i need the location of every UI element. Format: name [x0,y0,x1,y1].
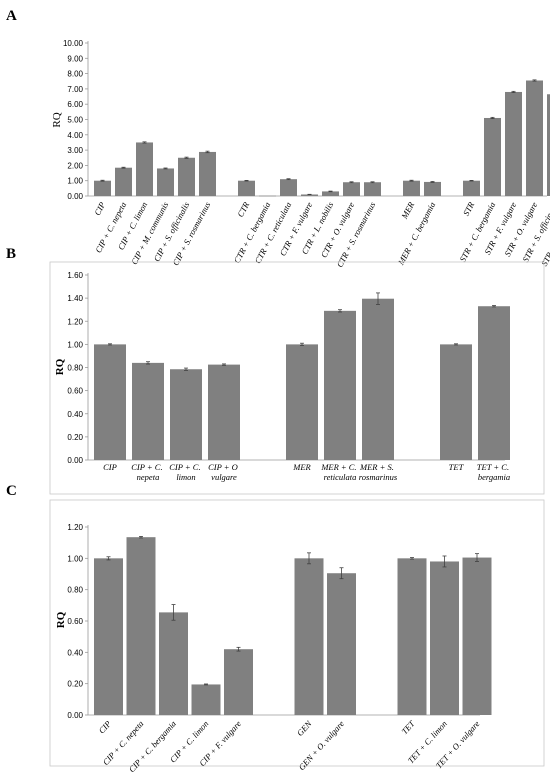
panel-c-frame [49,499,545,767]
panel-c-ytick-label: 0.60 [67,617,83,626]
panel-b-category-label: CIP + O vulgare [208,462,240,482]
panel-a-bar-mer [403,180,420,196]
panel-a-bar-str-c-bergamia [484,117,501,196]
panel-a-bar-ctr [238,180,255,196]
panel-a-ytick-label: 5.00 [67,116,83,125]
panel-a-bar-str [463,180,480,196]
panel-b-ytick-label: 0.20 [67,433,83,442]
panel-b: B RQ 0.00 0.20 0.40 0.60 0.80 1.00 1.20 1.40 1.6… [6,246,545,495]
panel-b-category-label: TET + C. bergamia [477,462,511,482]
panel-b-bar-mer-c-reticulata [324,310,356,460]
panel-c-bar-tet [397,558,427,715]
panel-a-bar-str-f-vulgare [505,91,522,196]
panel-b-ytick-label: 1.20 [67,317,83,326]
panel-a-ytick-label: 4.00 [67,131,83,140]
panel-b-category-label: MER + S. rosmarinus [359,462,398,482]
panel-c-label: C [6,483,17,499]
panel-c-bar-cip-c-nepeta [126,537,156,715]
panel-a-bar-cip-c-limon [136,142,153,196]
panel-b-ytick-label: 0.60 [67,387,83,396]
panel-c-ytick-label: 1.00 [67,554,83,563]
panel-a-ytick-label: 2.00 [67,161,83,170]
panel-b-category-label: CIP [103,462,117,472]
panel-a-bar-ctr-s-rosmarinus [364,182,381,196]
panel-c-bar-tet-o-vulgare [462,557,492,715]
panel-b-category-label: CIP + C. limon [169,462,202,482]
panel-a-bar-ctr-o-vulgare [343,182,360,196]
panel-a-ytick-label: 7.00 [67,85,83,94]
panel-a-ytick-label: 10.00 [63,39,84,48]
panel-c-bar-cip-c-limon [191,684,221,715]
panel-a-bar-ctr-c-bergamia [259,195,276,197]
panel-b-ytick-label: 0.00 [67,456,83,465]
panel-b-bar-tet-c-bergamia [478,306,510,460]
panel-b-bar-mer-s-rosmarinus [362,298,394,460]
panel-b-bar-cip [94,344,126,460]
panel-a-bar-ctr-l-nobilis [322,191,339,196]
panel-c-ytick-label: 0.40 [67,648,83,657]
panel-a-ytick-label: 0.00 [67,192,83,201]
panel-b-ylabel: RQ [54,358,66,375]
panel-b-ytick-label: 1.60 [67,271,83,280]
panel-b-bar-cip-c-limon [170,369,202,460]
panel-c-bar-cip-c-bergamia [159,612,188,715]
panel-a-bar-str-o-vulgare [526,80,543,196]
panel-c-bar-gen [294,558,324,715]
panel-b-bar-mer [286,344,318,460]
panel-a-bar-str-s-officinalis [547,94,550,196]
panel-c-bar-tet-c-limon [430,561,459,715]
panel-b-ytick-label: 0.40 [67,410,83,419]
panel-a-bar-cip-c-nepeta [115,167,132,196]
panel-b-bar-cip-o-vulgare [208,364,240,460]
panel-a-ylabel: RQ [51,112,63,127]
panel-b-category-label: MER [292,462,311,472]
panel-b-ytick-label: 1.00 [67,340,83,349]
panel-c-bar-cip-f-vulgare [224,649,253,715]
panel-a-bar-ctr-f-vulgare [301,194,318,196]
panel-a-bar-cip [94,180,111,196]
panel-b-ytick-label: 1.40 [67,294,83,303]
panel-a-bar-ctr-c-reticulata [280,179,297,196]
panel-c-bar-cip [94,558,123,715]
panel-a-ytick-label: 1.00 [67,177,83,186]
panel-a-bar-cip-m-communis [157,168,174,196]
panel-c-ytick-label: 0.80 [67,586,83,595]
panel-b-plot: 0.00 0.20 0.40 0.60 0.80 1.00 1.20 1.40 1.60 CIP C… [67,271,511,482]
panel-c-ytick-label: 0.20 [67,680,83,689]
panel-c-bar-gen-o-vulgare [327,573,356,715]
panel-a-label: A [6,8,17,24]
panel-b-label: B [6,246,16,262]
panel-a-ytick-label: 9.00 [67,54,83,63]
panel-a-ytick-label: 6.00 [67,100,83,109]
panel-a-bar-cip-s-officinalis [178,157,195,196]
panel-c-ylabel: RQ [55,611,67,628]
panel-b-ytick-label: 0.80 [67,364,83,373]
panel-b-category-label: TET [449,462,465,472]
panel-a-ytick-label: 3.00 [67,146,83,155]
panel-c-ytick-label: 0.00 [67,711,83,720]
panel-a-ytick-label: 8.00 [67,70,83,79]
panel-b-category-label: CIP + C. nepeta [131,462,164,482]
panel-b-category-label: MER + C. reticulata [320,462,358,482]
panel-b-bar-cip-c-nepeta [132,362,164,460]
panel-a-bar-mer-c-bergamia [424,181,441,196]
panel-a-bar-cip-s-rosmarinus [199,151,216,196]
panel-b-bar-tet [440,344,472,460]
panel-c-ytick-label: 1.20 [67,523,83,532]
panel-b-frame [49,261,545,495]
